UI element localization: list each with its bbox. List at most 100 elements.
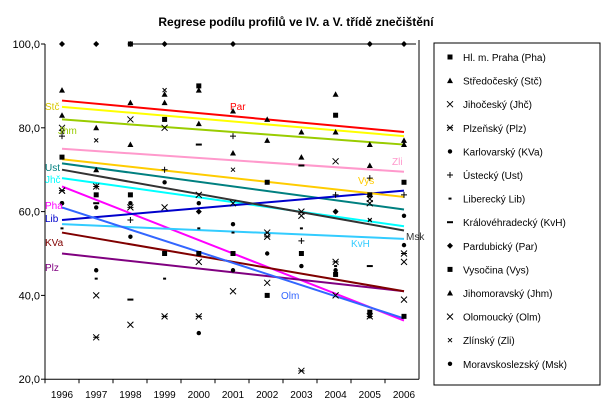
- data-point-ust: [332, 191, 339, 198]
- data-point-pha: [333, 271, 339, 277]
- legend-item: Liberecký Lib): [448, 195, 525, 206]
- data-point-msk: [94, 205, 99, 210]
- series-label-stč: Stč: [45, 102, 59, 113]
- data-point-zli: [93, 138, 99, 143]
- data-point-lib: [402, 252, 406, 255]
- data-point-msk: [230, 221, 236, 227]
- legend-item: Jihočeský (Jhč): [446, 100, 532, 111]
- data-point-ust: [127, 216, 134, 223]
- data-point-par: [230, 41, 236, 47]
- x-tick-label: 2006: [393, 390, 416, 401]
- data-point-olm: [127, 321, 134, 329]
- trendline-lib: [61, 189, 405, 221]
- data-point-stč: [298, 128, 305, 135]
- x-tick-label: 1997: [85, 390, 108, 401]
- data-point-msk: [333, 209, 338, 214]
- data-point-olm: [332, 292, 339, 299]
- trendline-jhč: [61, 177, 405, 228]
- data-point-stč: [332, 91, 339, 97]
- legend-label: Plzeňský (Plz): [463, 124, 526, 135]
- x-tick-label: 1998: [119, 390, 142, 401]
- data-point-plz: [298, 367, 305, 375]
- trendline-vys: [61, 158, 405, 198]
- data-point-stč: [264, 116, 271, 122]
- data-point-kva: [128, 234, 133, 239]
- legend-item: Hl. m. Praha (Pha): [447, 53, 546, 64]
- data-point-zli: [162, 87, 167, 93]
- data-point-stč: [161, 99, 168, 106]
- data-point-vys: [333, 112, 339, 118]
- legend-item: Karlovarský (KVa): [447, 147, 543, 158]
- data-point-jhm: [264, 137, 271, 143]
- data-point-msk: [162, 180, 167, 185]
- data-point-ust: [59, 133, 65, 140]
- data-point-kva: [230, 268, 236, 273]
- data-point-par: [161, 41, 168, 47]
- legend-box: [433, 42, 601, 386]
- trendline-msk: [61, 168, 405, 232]
- data-point-jhm: [195, 87, 202, 93]
- legend-item: Pardubický (Par): [447, 242, 537, 253]
- data-point-jhč: [400, 258, 408, 266]
- x-tick-label: 2004: [324, 390, 347, 401]
- legend-label: Pardubický (Par): [463, 242, 537, 253]
- legend-item: Královéhradecký (KvH): [447, 218, 566, 229]
- data-point-kvh: [93, 202, 100, 205]
- trendline-olm: [61, 206, 405, 320]
- data-point-lib: [163, 277, 167, 280]
- legend-label: Moravskoslezský (Msk): [463, 360, 567, 371]
- data-point-lib: [197, 227, 201, 230]
- data-point-zli: [230, 167, 236, 173]
- data-point-olm: [92, 292, 100, 299]
- data-point-lib: [231, 231, 235, 234]
- x-tick-label: 1999: [153, 390, 176, 401]
- legend-label: Hl. m. Praha (Pha): [463, 53, 546, 64]
- data-point-vys: [162, 116, 168, 122]
- x-tick-label: 2001: [222, 390, 245, 401]
- trendline-ust: [61, 162, 405, 211]
- data-point-jhč: [127, 116, 134, 123]
- data-point-pha: [59, 154, 65, 160]
- series-label-ust: Ust: [45, 163, 60, 174]
- legend-item: Vysočina (Vys): [447, 265, 529, 276]
- legend-label: Olomoucký (Olm): [463, 313, 541, 324]
- legend-item: Ústecký (Ust): [447, 169, 523, 182]
- data-point-kva: [94, 268, 99, 273]
- data-point-par: [195, 208, 202, 215]
- data-point-par: [93, 41, 100, 47]
- legend-label: Jihočeský (Jhč): [463, 100, 532, 111]
- y-tick-label: 40,0: [19, 290, 40, 302]
- data-point-pha: [127, 192, 133, 198]
- data-point-plz: [127, 204, 134, 211]
- legend-item: Středočeský (Stč): [447, 77, 542, 88]
- data-point-ust: [93, 183, 100, 190]
- data-point-ust: [230, 133, 236, 140]
- series-label-vys: Vys: [358, 176, 374, 187]
- data-point-jhč: [229, 199, 237, 207]
- legend-label: Vysočina (Vys): [463, 265, 529, 276]
- data-point-plz: [195, 312, 203, 320]
- data-point-olm: [229, 287, 237, 295]
- data-point-kva: [162, 251, 167, 256]
- data-point-ust: [401, 191, 407, 198]
- legend-marker-vys: [447, 266, 453, 272]
- legend-marker-jhč: [446, 100, 454, 108]
- y-tick-label: 80,0: [19, 123, 40, 135]
- data-point-olm: [58, 187, 66, 195]
- x-tick-label: 2000: [188, 390, 211, 401]
- series-label-par: Par: [230, 102, 246, 113]
- legend-label: Zlínský (Zli): [463, 336, 515, 347]
- data-point-lib: [60, 227, 64, 230]
- data-point-stč: [59, 87, 65, 93]
- data-point-kva: [299, 263, 304, 269]
- data-point-lib: [334, 265, 338, 268]
- data-point-lib: [94, 277, 98, 280]
- data-point-lib: [299, 227, 303, 230]
- data-point-kvh: [366, 265, 373, 268]
- data-point-jhm: [366, 162, 373, 169]
- chart-title: Regrese podílu profilů ve IV. a V. třídě…: [158, 15, 434, 29]
- data-point-stč: [195, 120, 202, 127]
- series-label-jhm: Jhm: [58, 126, 77, 137]
- legend-item: Zlínský (Zli): [447, 336, 515, 347]
- legend-label: Středočeský (Stč): [463, 77, 542, 88]
